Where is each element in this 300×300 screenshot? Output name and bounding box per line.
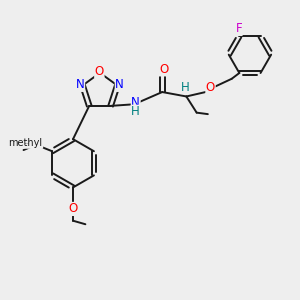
Text: methyl: methyl [8, 138, 43, 148]
Text: O: O [159, 63, 168, 76]
Text: O: O [68, 202, 78, 215]
Text: N: N [76, 78, 85, 92]
Text: N: N [115, 78, 124, 92]
Text: H: H [181, 80, 189, 94]
Text: H: H [131, 105, 140, 118]
Text: O: O [95, 65, 104, 78]
Text: F: F [236, 22, 242, 35]
Text: O: O [206, 81, 215, 94]
Text: methyl: methyl [25, 142, 30, 144]
Text: N: N [131, 96, 140, 110]
